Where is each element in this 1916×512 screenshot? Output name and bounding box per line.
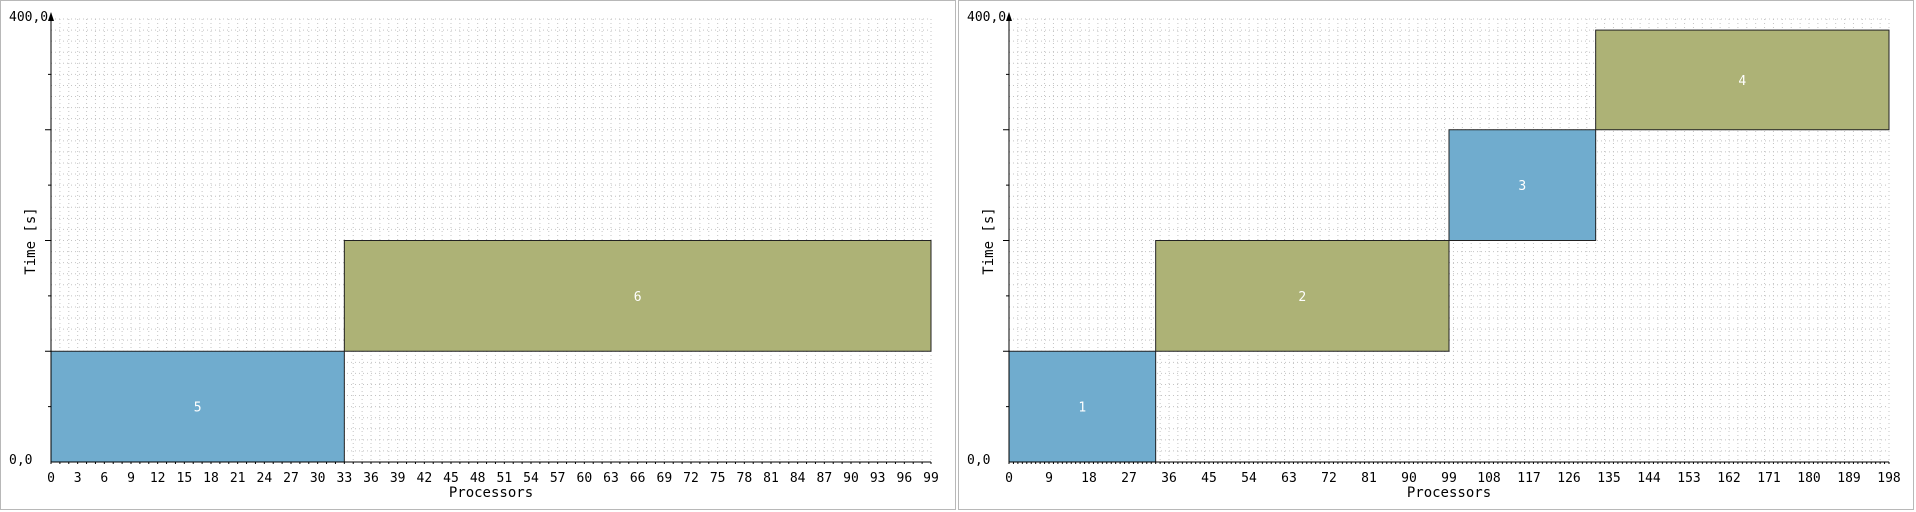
x-tick-label: 21 xyxy=(230,471,246,486)
x-tick-label: 3 xyxy=(74,471,82,486)
x-tick-label: 69 xyxy=(657,471,673,486)
task-block-3 xyxy=(1448,129,1597,241)
x-tick-label: 33 xyxy=(337,471,353,486)
x-tick-label: 18 xyxy=(1081,471,1097,486)
x-tick-label: 81 xyxy=(763,471,779,486)
task-label-5: 5 xyxy=(194,401,202,416)
x-tick-label: 45 xyxy=(443,471,459,486)
y-min-label: 0,0 xyxy=(9,453,32,468)
x-tick-label: 27 xyxy=(1121,471,1137,486)
x-tick-label: 39 xyxy=(390,471,406,486)
x-tick-label: 27 xyxy=(283,471,299,486)
x-tick-label: 0 xyxy=(47,471,55,486)
x-tick-label: 6 xyxy=(100,471,108,486)
y-axis-title: Time [s] xyxy=(981,207,997,274)
x-tick-label: 87 xyxy=(817,471,833,486)
y-axis-arrow xyxy=(48,12,54,21)
task-label-4: 4 xyxy=(1738,74,1746,89)
y-max-label: 400,0 xyxy=(9,10,48,25)
x-tick-label: 42 xyxy=(417,471,433,486)
x-tick-label: 36 xyxy=(1161,471,1177,486)
x-tick-label: 12 xyxy=(150,471,166,486)
x-tick-label: 24 xyxy=(257,471,273,486)
x-tick-label: 72 xyxy=(1321,471,1337,486)
task-block-4 xyxy=(1595,29,1890,131)
x-tick-label: 126 xyxy=(1557,471,1580,486)
x-tick-label: 9 xyxy=(127,471,135,486)
x-tick-label: 63 xyxy=(603,471,619,486)
y-min-label: 0,0 xyxy=(967,453,990,468)
x-tick-label: 84 xyxy=(790,471,806,486)
x-tick-label: 60 xyxy=(577,471,593,486)
task-block-6 xyxy=(343,240,932,352)
x-tick-label: 36 xyxy=(363,471,379,486)
x-tick-label: 57 xyxy=(550,471,566,486)
x-tick-label: 162 xyxy=(1717,471,1740,486)
x-axis-title: Processors xyxy=(1407,485,1491,501)
x-tick-label: 198 xyxy=(1877,471,1900,486)
x-tick-label: 54 xyxy=(523,471,539,486)
x-tick-label: 180 xyxy=(1797,471,1820,486)
x-axis-title: Processors xyxy=(449,485,533,501)
x-tick-label: 0 xyxy=(1005,471,1013,486)
x-tick-label: 15 xyxy=(177,471,193,486)
x-tick-label: 45 xyxy=(1201,471,1217,486)
task-label-1: 1 xyxy=(1078,401,1086,416)
x-tick-label: 90 xyxy=(843,471,859,486)
task-label-6: 6 xyxy=(634,290,642,305)
x-tick-label: 117 xyxy=(1517,471,1540,486)
y-max-label: 400,0 xyxy=(967,10,1006,25)
y-axis-title: Time [s] xyxy=(23,207,39,274)
x-tick-label: 54 xyxy=(1241,471,1257,486)
x-tick-label: 135 xyxy=(1597,471,1620,486)
y-axis-arrow xyxy=(1006,12,1012,21)
x-tick-label: 66 xyxy=(630,471,646,486)
gantt-chart-left-svg: 560 3 6 9 12 15 18 21 24 27 30 33 36 39 42 45 48 51 54 57 60… xyxy=(9,10,939,501)
task-block-2 xyxy=(1155,240,1450,352)
x-tick-label: 48 xyxy=(470,471,486,486)
x-tick-label: 9 xyxy=(1045,471,1053,486)
gantt-chart-right: 1 2 3 4 0 9 18 27 36 45 54 63 72 81 90 99 108 117 126 135 14… xyxy=(958,0,1914,510)
x-tick-label: 93 xyxy=(870,471,886,486)
x-tick-label: 96 xyxy=(897,471,913,486)
x-tick-label: 99 xyxy=(923,471,939,486)
x-tick-label: 153 xyxy=(1677,471,1700,486)
x-tick-label: 30 xyxy=(310,471,326,486)
x-tick-label: 63 xyxy=(1281,471,1297,486)
x-tick-label: 108 xyxy=(1477,471,1500,486)
x-tick-label: 144 xyxy=(1637,471,1661,486)
x-tick-label: 75 xyxy=(710,471,726,486)
x-tick-label: 18 xyxy=(203,471,219,486)
task-label-2: 2 xyxy=(1298,290,1306,305)
x-tick-label: 90 xyxy=(1401,471,1417,486)
x-tick-label: 81 xyxy=(1361,471,1377,486)
gantt-chart-left: 5 6 0 3 6 9 12 15 18 21 24 27 30 33 36 39 42 45 48 51 54 57 60… xyxy=(0,0,956,510)
task-label-3: 3 xyxy=(1518,179,1526,194)
gantt-chart-right-svg: 1 2 3 4 0 9 18 27 36 45 54 63 72 81 90 99 108 117 126 135 14… xyxy=(967,10,1901,501)
x-tick-label: 78 xyxy=(737,471,753,486)
x-tick-label: 189 xyxy=(1837,471,1860,486)
x-tick-label: 72 xyxy=(683,471,699,486)
x-tick-label: 51 xyxy=(497,471,513,486)
x-tick-label: 99 xyxy=(1441,471,1457,486)
x-tick-label: 171 xyxy=(1757,471,1780,486)
